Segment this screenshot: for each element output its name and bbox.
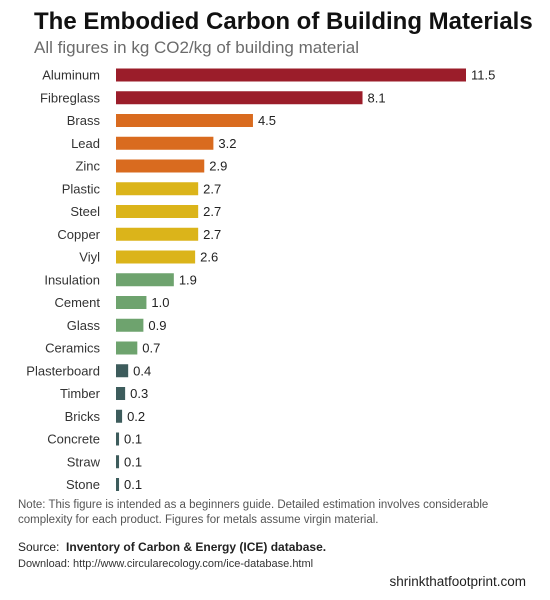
bar <box>116 432 120 446</box>
brand-text: shrinkthatfootprint.com <box>389 574 526 589</box>
category-label: Insulation <box>44 272 100 287</box>
bar <box>116 296 147 309</box>
bar <box>116 273 174 287</box>
value-label: 1.9 <box>179 272 197 287</box>
chart-title: The Embodied Carbon of Building Material… <box>34 8 533 35</box>
bar <box>116 182 199 196</box>
category-label: Copper <box>57 227 100 242</box>
category-label: Aluminum <box>42 68 100 83</box>
bar-chart: Aluminum 11.5 Fibreglass 8.1 Brass 4.5 Lead 3.2… <box>26 68 495 493</box>
category-label: Glass <box>67 318 101 333</box>
value-label: 0.2 <box>127 409 145 424</box>
bar <box>116 478 120 491</box>
value-label: 0.1 <box>124 432 142 447</box>
category-label: Plasterboard <box>26 363 100 378</box>
category-label: Lead <box>71 136 100 151</box>
source-line: Source: Inventory of Carbon & Energy (IC… <box>18 540 326 554</box>
category-label: Zinc <box>75 159 100 174</box>
source-text: Inventory of Carbon & Energy (ICE) datab… <box>66 540 327 554</box>
bar <box>116 91 363 105</box>
value-label: 0.1 <box>124 454 142 469</box>
chart-subtitle: All figures in kg CO2/kg of building mat… <box>34 38 360 57</box>
bar <box>116 114 253 127</box>
value-label: 2.9 <box>209 159 227 174</box>
category-label: Fibreglass <box>40 90 100 105</box>
value-label: 2.7 <box>203 204 221 219</box>
value-label: 8.1 <box>368 90 386 105</box>
value-label: 0.9 <box>148 318 166 333</box>
bar <box>116 136 214 150</box>
bar <box>116 318 144 332</box>
category-label: Steel <box>70 204 100 219</box>
bar <box>116 159 205 173</box>
bar <box>116 227 199 241</box>
category-label: Cement <box>54 295 100 310</box>
category-label: Straw <box>67 454 101 469</box>
source-label: Source: <box>18 540 60 554</box>
value-label: 3.2 <box>218 136 236 151</box>
value-label: 2.6 <box>200 250 218 265</box>
value-label: 4.5 <box>258 113 276 128</box>
value-label: 1.0 <box>151 295 169 310</box>
bar <box>116 341 138 355</box>
value-label: 0.7 <box>142 341 160 356</box>
category-label: Brass <box>67 113 101 128</box>
category-label: Stone <box>66 477 100 492</box>
value-label: 0.3 <box>130 386 148 401</box>
bar <box>116 250 196 264</box>
download-line: Download: http://www.circularecology.com… <box>18 558 314 570</box>
value-label: 11.5 <box>471 68 495 83</box>
category-label: Plastic <box>62 181 101 196</box>
footnote: Note: This figure is intended as a begin… <box>18 499 489 526</box>
category-label: Timber <box>60 386 101 401</box>
value-label: 0.1 <box>124 477 142 492</box>
bar <box>116 364 129 378</box>
bar <box>116 387 126 400</box>
category-label: Ceramics <box>45 341 100 356</box>
bar <box>116 409 123 423</box>
category-label: Viyl <box>79 250 100 265</box>
bar <box>116 68 466 82</box>
bar <box>116 455 120 469</box>
value-label: 2.7 <box>203 227 221 242</box>
value-label: 2.7 <box>203 181 221 196</box>
bar <box>116 205 199 218</box>
category-label: Bricks <box>65 409 101 424</box>
value-label: 0.4 <box>133 363 151 378</box>
category-label: Concrete <box>47 432 100 447</box>
